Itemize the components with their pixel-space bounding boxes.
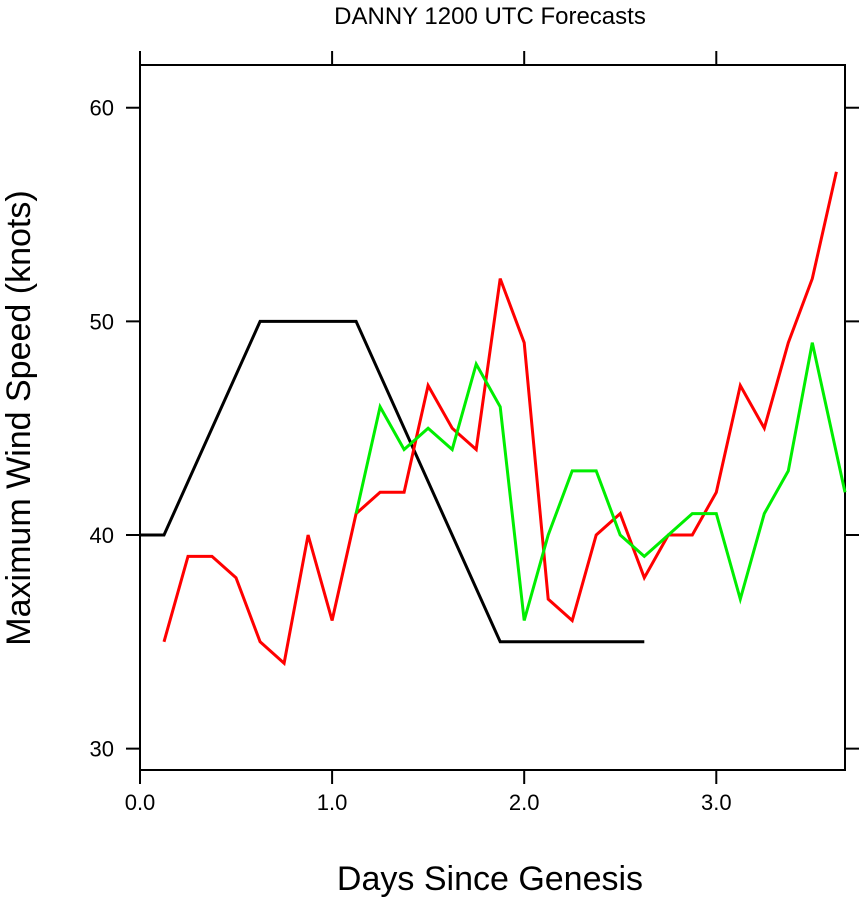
x-tick-label: 0.0: [125, 790, 156, 815]
plot-frame: [139, 64, 846, 771]
x-tick-label: 1.0: [317, 790, 348, 815]
y-tick-label: 40: [90, 523, 114, 548]
y-axis-label: Maximum Wind Speed (knots): [0, 190, 38, 645]
chart-title: DANNY 1200 UTC Forecasts: [334, 3, 646, 30]
plot-border: [139, 64, 846, 771]
y-tick-label: 30: [90, 737, 114, 762]
x-tick-label: 2.0: [509, 790, 540, 815]
y-tick-label: 50: [90, 309, 114, 334]
series-line-1: [140, 319, 645, 644]
x-tick-label: 3.0: [701, 790, 732, 815]
y-tick-label: 60: [90, 96, 114, 121]
series-line-3: [354, 342, 847, 621]
series-group: [140, 171, 847, 667]
axis-ticks: 0.0 1.0 2.0 3.0 30 40 50 60: [90, 51, 859, 815]
series-line-2: [162, 171, 838, 667]
x-axis-label: Days Since Genesis: [337, 860, 643, 898]
